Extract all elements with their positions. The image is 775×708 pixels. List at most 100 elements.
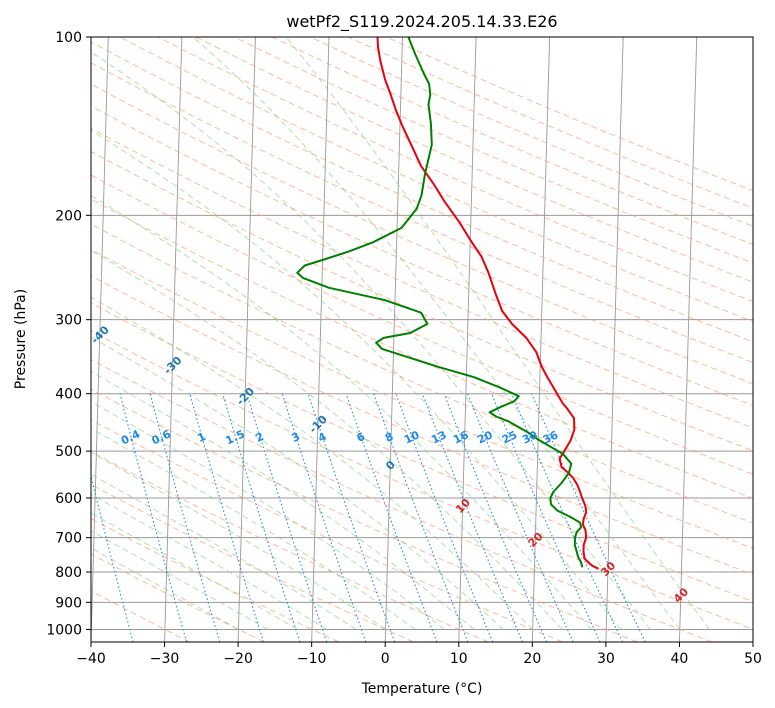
y-axis-label: Pressure (hPa) — [13, 289, 29, 389]
moist-adiabat-line — [91, 296, 534, 630]
x-tick-label: −40 — [76, 651, 106, 667]
dry-adiabat-line — [91, 150, 753, 452]
moist-adiabat-line — [91, 512, 298, 630]
dry-adiabat-line — [91, 62, 753, 364]
mixing-ratio-label: 8 — [383, 430, 395, 445]
dry-adiabat-line — [119, 37, 753, 323]
mixing-ratio-line — [491, 393, 601, 642]
moist-adiabat-line — [91, 427, 416, 630]
moist-adiabat-line — [285, 37, 710, 630]
mixing-ratio-label: 2 — [254, 430, 266, 445]
temperature-profile-line — [376, 37, 599, 570]
dry-adiabat-line — [91, 553, 265, 642]
y-tick-label: 100 — [55, 30, 82, 46]
moist-adiabat-line — [91, 370, 475, 630]
dry-adiabat-line — [348, 37, 753, 209]
isotherm-line — [752, 626, 753, 642]
mixing-ratio-line — [222, 393, 301, 642]
y-tick-label: 800 — [55, 565, 82, 581]
moist-adiabat-line — [91, 129, 622, 630]
x-tick-label: 20 — [523, 651, 541, 667]
dry-adiabat-line — [91, 223, 753, 524]
mixing-ratio-label: 3 — [290, 430, 302, 445]
isotherm-line — [237, 37, 256, 642]
dry-adiabat-line — [91, 174, 753, 475]
y-tick-label: 700 — [55, 531, 82, 547]
dry-adiabat-line — [91, 105, 753, 407]
mixing-ratio-label: 10 — [402, 428, 422, 446]
mixing-ratio-line — [119, 393, 188, 642]
mixing-ratio-label: 6 — [355, 430, 368, 445]
moist-adiabat-line — [91, 547, 239, 630]
dry-adiabat-line — [91, 198, 753, 499]
isotherm-label: 20 — [526, 530, 546, 550]
moist-adiabat-line — [91, 493, 327, 630]
mixing-ratio-line — [373, 393, 469, 642]
series-layer — [296, 37, 599, 570]
dry-adiabat-line — [91, 358, 712, 642]
mixing-ratio-label: 25 — [500, 428, 519, 446]
isotherm-label: 10 — [453, 496, 473, 516]
moist-adiabat-line — [91, 194, 592, 630]
moist-adiabat-line — [91, 451, 386, 630]
x-axis-label: Temperature (°C) — [361, 681, 483, 697]
y-tick-label: 900 — [55, 595, 82, 611]
isotherm-line — [384, 37, 403, 642]
dry-adiabat-line — [91, 249, 753, 550]
mixing-ratio-line — [395, 393, 494, 642]
mixing-ratio-label: 0.1 — [23, 427, 46, 447]
mixing-ratio-label: 36 — [541, 428, 561, 446]
x-tick-label: −10 — [297, 651, 327, 667]
dry-adiabat-line — [91, 483, 414, 642]
x-tick-label: −20 — [223, 651, 253, 667]
x-tick-label: 40 — [671, 651, 689, 667]
mixing-ratio-line — [189, 393, 265, 642]
dry-adiabat-line — [91, 590, 190, 642]
moist-adiabat-line — [91, 473, 357, 630]
mixing-ratio-label: 1 — [195, 430, 207, 445]
mixing-ratio-line — [246, 393, 328, 642]
mixing-ratio-label: 0.4 — [119, 427, 142, 447]
isotherm-line — [164, 37, 183, 642]
x-tick-label: −30 — [150, 651, 180, 667]
mixing-ratio-line — [281, 393, 367, 642]
dry-adiabat-line — [91, 451, 489, 642]
y-tick-label: 1000 — [46, 622, 82, 638]
isotherm-label: -40 — [88, 323, 111, 346]
y-tick-label: 500 — [55, 444, 82, 460]
isotherm-line — [678, 37, 698, 642]
mixing-ratio-label: 30 — [520, 428, 540, 446]
y-tick-label: 300 — [55, 313, 82, 329]
isotherm-line — [91, 37, 109, 642]
axis-layer: −40 −30 −20 −10 0 10 20 30 40 5010020030040050060… — [46, 30, 762, 667]
mixing-ratio-line — [149, 393, 221, 642]
mixing-ratio-line — [467, 393, 574, 642]
dry-adiabat-line — [91, 83, 753, 385]
isotherm-label: -20 — [234, 385, 257, 408]
mixing-ratio-line — [91, 474, 134, 642]
grid-layer — [91, 37, 753, 642]
moist-adiabat-line — [91, 401, 445, 630]
x-tick-label: 50 — [744, 651, 762, 667]
plot-frame — [90, 36, 754, 643]
isotherm-label: -10 — [307, 412, 330, 435]
dry-adiabat-line — [195, 37, 753, 283]
dry-adiabat-line — [91, 419, 563, 642]
dry-adiabat-line — [91, 518, 340, 642]
dry-adiabat-line — [386, 37, 753, 192]
dewpoint-profile-line — [296, 37, 584, 568]
mixing-ratio-label: 20 — [475, 428, 495, 446]
mixing-ratio-label: 1.5 — [224, 427, 247, 447]
isotherm-label: -30 — [161, 354, 184, 377]
x-tick-label: 30 — [597, 651, 615, 667]
y-tick-label: 600 — [55, 491, 82, 507]
x-tick-label: 10 — [450, 651, 468, 667]
y-tick-label: 200 — [55, 208, 82, 224]
moist-adiabat-line — [91, 51, 651, 630]
y-tick-label: 400 — [55, 387, 82, 403]
isotherm-line — [458, 37, 477, 642]
chart-title: wetPf2_S119.2024.205.14.33.E26 — [286, 12, 557, 32]
x-tick-label: 0 — [381, 651, 390, 667]
